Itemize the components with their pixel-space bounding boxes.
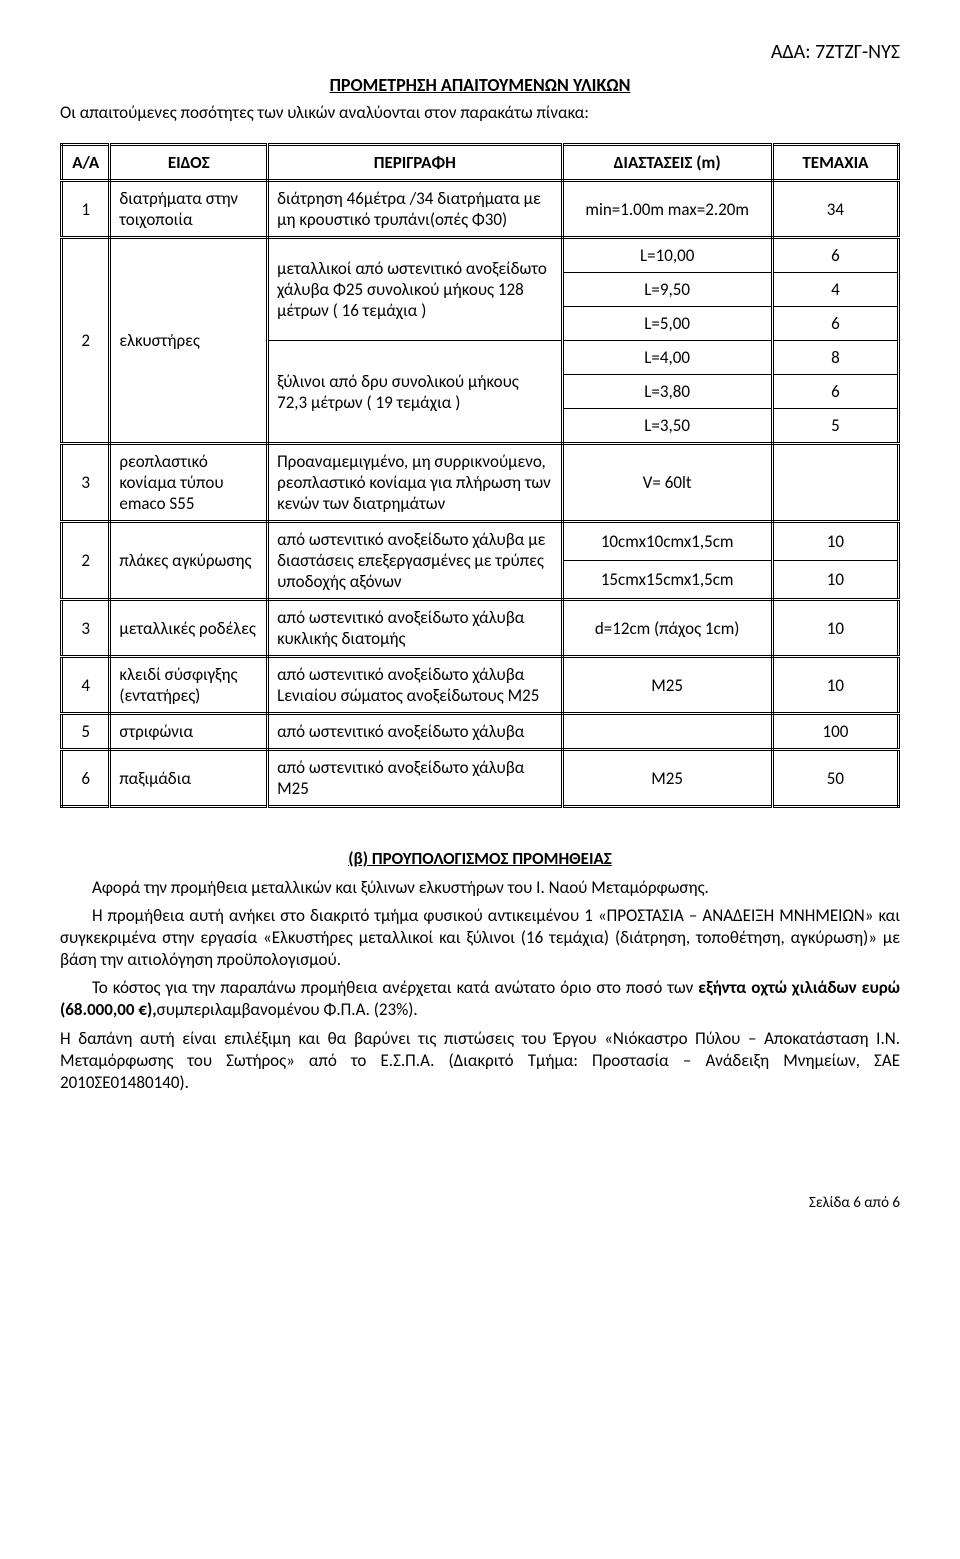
cell-aa: 4 bbox=[62, 657, 110, 714]
cell-tem: 5 bbox=[772, 409, 898, 444]
materials-table: Α/Α ΕΙΔΟΣ ΠΕΡΙΓΡΑΦΗ ΔΙΑΣΤΑΣΕΙΣ (m) ΤΕΜΑΧ… bbox=[60, 143, 900, 808]
cell-tem: 34 bbox=[772, 181, 898, 238]
cell-eidos: παξιμάδια bbox=[110, 750, 268, 807]
section-b-p4: Η δαπάνη αυτή είναι επιλέξιμη και θα βαρ… bbox=[60, 1028, 900, 1094]
cell-desc: από ωστενιτικό ανοξείδωτο χάλυβα Lενιαίο… bbox=[268, 657, 562, 714]
cell-desc: διάτρηση 46μέτρα /34 διατρήματα με μη κρ… bbox=[268, 181, 562, 238]
cell-desc: από ωστενιτικό ανοξείδωτο χάλυβα bbox=[268, 714, 562, 750]
cell-dim: 10cmx10cmx1,5cm bbox=[562, 522, 772, 561]
cell-desc: μεταλλικοί από ωστενιτικό ανοξείδωτο χάλ… bbox=[268, 238, 562, 341]
cell-dim: d=12cm (πάχος 1cm) bbox=[562, 600, 772, 657]
cell-aa: 2 bbox=[62, 522, 110, 600]
table-row: 3 ρεοπλαστικό κονίαμα τύπου emaco S55 Πρ… bbox=[62, 444, 899, 522]
cell-aa: 5 bbox=[62, 714, 110, 750]
cell-eidos: ελκυστήρες bbox=[110, 238, 268, 444]
cell-dim: min=1.00m max=2.20m bbox=[562, 181, 772, 238]
cell-tem: 10 bbox=[772, 657, 898, 714]
cell-eidos: στριφώνια bbox=[110, 714, 268, 750]
cell-eidos: κλειδί σύσφιγξης (εντατήρες) bbox=[110, 657, 268, 714]
cell-aa: 3 bbox=[62, 600, 110, 657]
cell-dim: L=4,00 bbox=[562, 341, 772, 375]
cell-tem: 6 bbox=[772, 238, 898, 273]
cell-desc: από ωστενιτικό ανοξείδωτο χάλυβα Μ25 bbox=[268, 750, 562, 807]
intro-text: Οι απαιτούμενες ποσότητες των υλικών ανα… bbox=[60, 102, 900, 123]
cell-dim: V= 60lt bbox=[562, 444, 772, 522]
p3-part-a: Το κόστος για την παραπάνω προμήθεια ανέ… bbox=[92, 977, 698, 998]
cell-tem: 6 bbox=[772, 375, 898, 409]
cell-dim: L=3,80 bbox=[562, 375, 772, 409]
cell-tem: 8 bbox=[772, 341, 898, 375]
cell-desc: από ωστενιτικό ανοξείδωτο χάλυβα κυκλική… bbox=[268, 600, 562, 657]
section-b-p1: Αφορά την προμήθεια μεταλλικών και ξύλιν… bbox=[60, 877, 900, 899]
cell-eidos: πλάκες αγκύρωσης bbox=[110, 522, 268, 600]
p3-part-c: συμπεριλαμβανομένου Φ.Π.Α. (23%). bbox=[157, 999, 418, 1020]
cell-tem: 10 bbox=[772, 600, 898, 657]
section-b-title: (β) ΠΡΟΥΠΟΛΟΓΙΣΜΟΣ ΠΡΟΜΗΘΕΙΑΣ bbox=[60, 848, 900, 869]
cell-tem: 10 bbox=[772, 522, 898, 561]
col-header-temaxia: ΤΕΜΑΧΙΑ bbox=[772, 145, 898, 181]
table-row: 4 κλειδί σύσφιγξης (εντατήρες) από ωστεν… bbox=[62, 657, 899, 714]
cell-tem: 50 bbox=[772, 750, 898, 807]
page-footer: Σελίδα 6 από 6 bbox=[60, 1194, 900, 1212]
cell-desc: Προαναμεμιγμένο, μη συρρικνούμενο, ρεοπλ… bbox=[268, 444, 562, 522]
col-header-perigrafi: ΠΕΡΙΓΡΑΦΗ bbox=[268, 145, 562, 181]
cell-dim: L=5,00 bbox=[562, 307, 772, 341]
table-row: 6 παξιμάδια από ωστενιτικό ανοξείδωτο χά… bbox=[62, 750, 899, 807]
cell-aa: 2 bbox=[62, 238, 110, 444]
cell-dim: L=9,50 bbox=[562, 273, 772, 307]
cell-tem: 4 bbox=[772, 273, 898, 307]
cell-tem: 6 bbox=[772, 307, 898, 341]
cell-aa: 3 bbox=[62, 444, 110, 522]
col-header-eidos: ΕΙΔΟΣ bbox=[110, 145, 268, 181]
cell-aa: 6 bbox=[62, 750, 110, 807]
cell-dim bbox=[562, 714, 772, 750]
table-row: 2 ελκυστήρες μεταλλικοί από ωστενιτικό α… bbox=[62, 238, 899, 273]
cell-desc: ξύλινοι από δρυ συνολικού μήκους 72,3 μέ… bbox=[268, 341, 562, 444]
cell-desc: από ωστενιτικό ανοξείδωτο χάλυβα με διασ… bbox=[268, 522, 562, 600]
cell-tem bbox=[772, 444, 898, 522]
table-row: 2 πλάκες αγκύρωσης από ωστενιτικό ανοξεί… bbox=[62, 522, 899, 561]
cell-aa: 1 bbox=[62, 181, 110, 238]
col-header-aa: Α/Α bbox=[62, 145, 110, 181]
cell-dim: M25 bbox=[562, 750, 772, 807]
cell-dim: M25 bbox=[562, 657, 772, 714]
document-code: ΑΔΑ: 7ΖΤΖΓ-ΝΥΣ bbox=[60, 40, 900, 64]
section-b-p3: Το κόστος για την παραπάνω προμήθεια ανέ… bbox=[60, 977, 900, 1021]
cell-dim: L=10,00 bbox=[562, 238, 772, 273]
cell-dim: L=3,50 bbox=[562, 409, 772, 444]
section-b-p2: Η προμήθεια αυτή ανήκει στο διακριτό τμή… bbox=[60, 905, 900, 971]
col-header-diastaseis: ΔΙΑΣΤΑΣΕΙΣ (m) bbox=[562, 145, 772, 181]
cell-eidos: μεταλλικές ροδέλες bbox=[110, 600, 268, 657]
document-title: ΠΡΟΜΕΤΡΗΣΗ ΑΠΑΙΤΟΥΜΕΝΩΝ ΥΛΙΚΩΝ bbox=[60, 74, 900, 96]
cell-eidos: διατρήματα στην τοιχοποιία bbox=[110, 181, 268, 238]
cell-eidos: ρεοπλαστικό κονίαμα τύπου emaco S55 bbox=[110, 444, 268, 522]
cell-tem: 10 bbox=[772, 561, 898, 600]
cell-tem: 100 bbox=[772, 714, 898, 750]
table-row: 3 μεταλλικές ροδέλες από ωστενιτικό ανοξ… bbox=[62, 600, 899, 657]
cell-dim: 15cmx15cmx1,5cm bbox=[562, 561, 772, 600]
table-row: 1 διατρήματα στην τοιχοποιία διάτρηση 46… bbox=[62, 181, 899, 238]
table-row: 5 στριφώνια από ωστενιτικό ανοξείδωτο χά… bbox=[62, 714, 899, 750]
